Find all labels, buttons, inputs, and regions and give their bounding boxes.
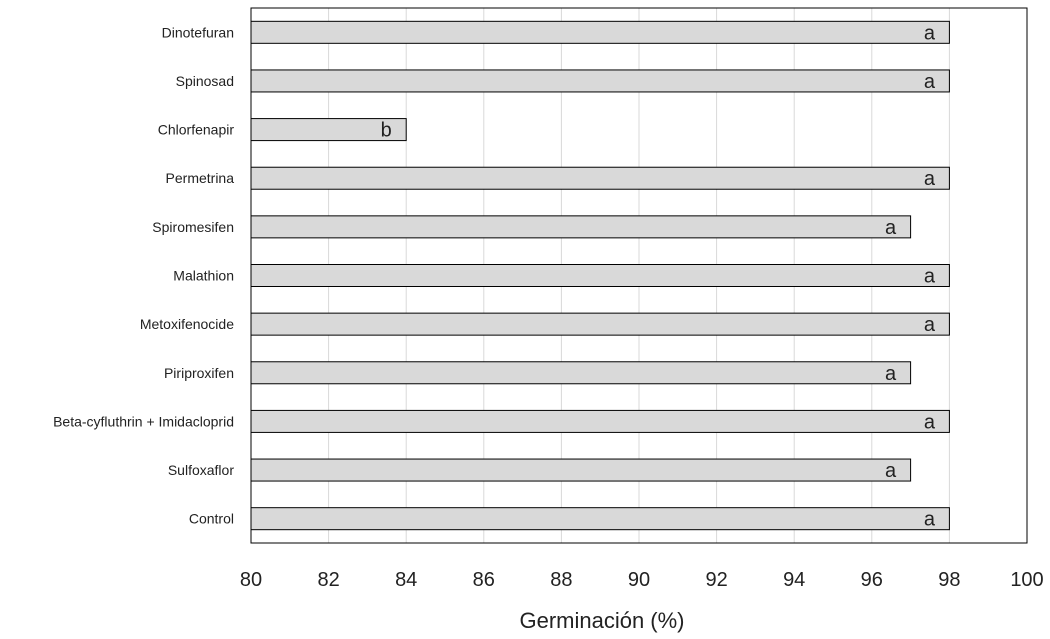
x-axis-title: Germinación (%) (519, 608, 684, 633)
x-tick-label: 92 (705, 569, 727, 591)
bar-significance-label: b (381, 120, 392, 142)
bar (250, 166, 950, 190)
bar-significance-label: a (924, 22, 936, 44)
category-label: Malathion (173, 268, 234, 284)
bar (250, 264, 950, 287)
x-tick-label: 82 (317, 569, 339, 591)
bar (250, 69, 950, 93)
x-tick-label: 84 (395, 569, 417, 591)
bar (250, 361, 912, 385)
x-tick-label: 96 (861, 569, 883, 591)
bar-significance-label: a (885, 363, 897, 385)
bar-significance-label: a (924, 168, 936, 190)
category-label: Sulfoxaflor (168, 462, 234, 478)
category-label: Chlorfenapir (158, 122, 235, 138)
bar-significance-label: a (924, 509, 936, 531)
bar-significance-label: a (885, 460, 897, 482)
bar (250, 215, 912, 239)
category-label: Beta-cyfluthrin + Imidacloprid (53, 413, 234, 429)
category-label: Control (189, 511, 234, 527)
bar (250, 458, 912, 482)
bar-significance-label: a (924, 314, 936, 336)
category-label: Spinosad (176, 73, 234, 89)
category-label: Piriproxifen (164, 365, 234, 381)
bar-significance-label: a (924, 266, 936, 288)
bar (250, 409, 950, 433)
x-tick-label: 88 (550, 569, 572, 591)
bar-significance-label: a (924, 411, 936, 433)
x-tick-label: 86 (473, 569, 495, 591)
bar-significance-label: a (924, 71, 936, 93)
x-tick-label: 100 (1010, 569, 1043, 591)
x-tick-label: 80 (240, 569, 262, 591)
category-labels: Dinotefuran Spinosad Chlorfenapir Permetrin… (53, 24, 234, 526)
category-label: Spiromesifen (152, 219, 234, 235)
bar (250, 312, 950, 336)
bar (250, 20, 950, 44)
bar (250, 507, 950, 531)
category-label: Metoxifenocide (140, 316, 234, 332)
x-tick-label: 90 (628, 569, 650, 591)
x-tick-labels: 80 82 84 86 88 90 92 94 96 98 100 (240, 569, 1044, 591)
plot-frame (250, 7, 1028, 544)
category-label: Permetrina (166, 170, 235, 186)
x-tick-label: 94 (783, 569, 805, 591)
bar-significance-label: a (885, 217, 897, 239)
bars: a a b a a a a a a a a (250, 20, 950, 531)
x-tick-label: 98 (938, 569, 960, 591)
category-label: Dinotefuran (162, 24, 234, 40)
